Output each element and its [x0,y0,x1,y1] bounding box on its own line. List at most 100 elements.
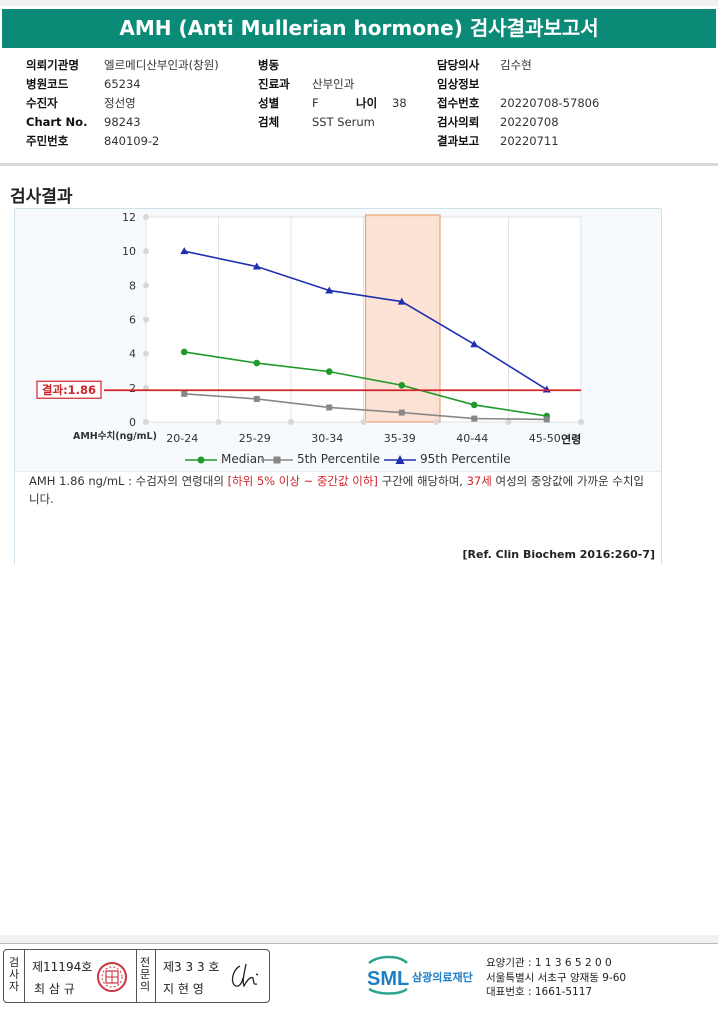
inspector-no: 제11194호 [32,960,93,974]
x-tick-label: 25-29 [239,432,271,445]
info-value: SST Serum [312,115,375,129]
legend-item: 5th Percentile [261,451,380,467]
info-age: 나이 38 [356,94,407,112]
series-line [184,393,547,421]
x-tick-label: 30-34 [311,432,343,445]
info-row: 담당의사 김수현 [437,56,532,74]
report-title: AMH (Anti Mullerian hormone) 검사결과보고서 [2,9,716,48]
y-tick-dot [143,282,149,289]
desc-part1: AMH 1.86 ng/mL : 수검자의 연령대의 [29,474,228,488]
x-tick-dot [505,419,512,425]
top-border [0,0,718,6]
x-tick-label: 40-44 [456,432,488,445]
info-label: 담당의사 [437,58,480,72]
legend-swatch [261,456,293,463]
series-point [543,416,550,423]
y-tick-label: 4 [129,348,136,361]
info-value: 840109-2 [104,134,160,148]
x-tick-dot [433,419,439,425]
age-label: 나이 [356,96,378,110]
info-row: 성별 F [258,94,319,112]
legend-swatch [384,454,416,464]
info-label: 검사의뢰 [437,115,480,129]
series-point [470,340,479,348]
info-label: 접수번호 [437,96,480,110]
org-info: 요양기관 : 1 1 3 6 5 2 0 0 서울특별시 서초구 양재동 9-60… [486,956,626,1000]
info-row: 병동 [258,56,279,74]
section-divider [0,163,718,166]
x-axis-label: 연령 [561,432,581,446]
series-point [470,401,478,409]
y-tick-label: 0 [129,416,136,429]
series-point [325,286,334,294]
y-tick-dot [143,316,149,323]
result-description: AMH 1.86 ng/mL : 수검자의 연령대의 [하위 5% 이상 ~ 중… [29,472,654,508]
y-tick-label: 2 [129,382,136,395]
age-value: 38 [392,96,407,110]
y-axis-label: AMH수치(ng/mL) [73,430,157,442]
info-label: 성별 [258,96,280,110]
series-point [253,359,261,367]
footer-line [0,943,718,944]
y-tick-dot [143,214,149,220]
legend-label: 5th Percentile [297,452,380,466]
info-value: 엘르메디산부인과(창원) [104,58,219,72]
desc-part5: 여성의 중앙값에 가까운 수치입니다. [29,474,644,506]
info-label: 병원코드 [26,77,69,91]
org-info-line: 대표번호 : 1661-5117 [486,986,593,998]
y-tick-label: 10 [122,245,136,258]
org-brand: SML 삼광의료재단 [365,955,483,999]
y-tick-dot [143,248,149,255]
series-line [184,351,547,417]
legend-item: 95th Percentile [384,451,511,467]
info-value: 김수현 [500,58,532,72]
section-title: 검사결과 [10,187,73,207]
sml-logo-icon: SML 삼광의료재단 [367,955,473,995]
signature-icon [231,963,259,988]
y-tick-label: 6 [129,314,136,327]
info-value: 정선영 [104,96,136,110]
info-value: 20220708 [500,115,559,129]
info-label: Chart No. [26,115,88,129]
amh-chart: 0 2 4 6 8 10 12 20-24 25-29 30-34 35-39 40-44 45-50 A… [36,211,584,446]
result-label: 결과:1.86 [42,383,96,397]
series-point [180,348,188,356]
x-tick-dot [578,419,584,425]
legend-label: 95th Percentile [420,452,511,466]
info-label: 의뢰기관명 [26,58,79,72]
x-tick-dot [360,419,367,425]
series-point [397,297,406,305]
specialist-no: 제3 3 3 호 [163,960,220,974]
footer-band [0,935,718,943]
y-tick-label: 12 [122,211,136,224]
info-label: 병동 [258,58,280,72]
inspector-seal-icon [97,962,127,992]
info-label: 임상정보 [437,77,480,91]
desc-part3: 구간에 해당하며, [377,474,467,488]
legend-swatch [185,456,217,463]
info-value: 65234 [104,77,141,91]
x-tick-dot [215,419,222,425]
org-name: 삼광의료재단 [412,970,473,984]
info-row: 주민번호 840109-2 [26,132,159,150]
series-point [252,262,261,270]
info-row: 검체 SST Serum [258,113,375,131]
series-point [326,404,333,411]
info-row: 임상정보 [437,75,479,93]
info-value: F [312,96,319,110]
x-tick-label: 45-50 [529,432,561,445]
org-logo-text: SML [367,968,409,990]
info-value: 산부인과 [312,77,355,91]
org-info-line: 요양기관 : 1 1 3 6 5 2 0 0 [486,957,612,969]
info-row: 수진자 정선영 [26,94,136,112]
result-label-box [36,380,102,399]
info-row: 접수번호 20220708-57806 [437,94,599,112]
info-row: 의뢰기관명 엘르메디산부인과(창원) [26,56,219,74]
legend-item: Median [185,451,265,467]
series-point [253,395,260,402]
info-label: 진료과 [258,77,290,91]
x-tick-label: 35-39 [384,432,416,445]
info-label: 수진자 [26,96,58,110]
